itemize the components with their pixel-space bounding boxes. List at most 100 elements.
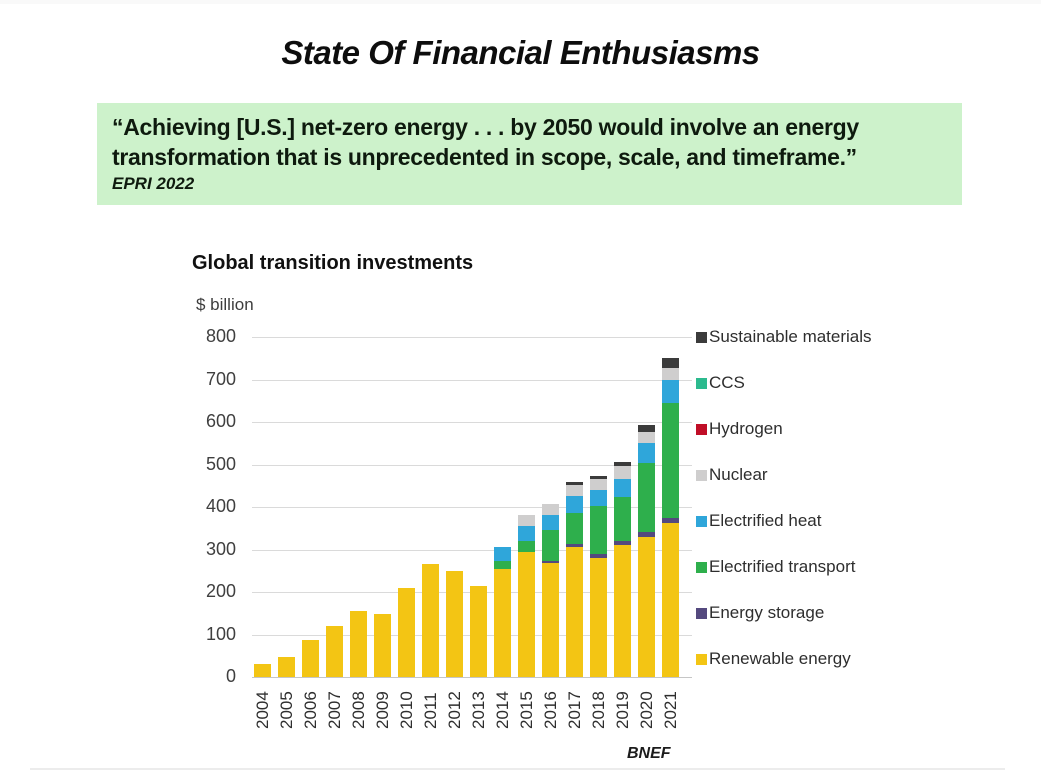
x-tick-2021: 2021 bbox=[660, 691, 680, 729]
top-strip bbox=[0, 0, 1041, 4]
bar-segment-electrified-heat bbox=[517, 526, 535, 541]
bar-segment-nuclear bbox=[517, 515, 535, 527]
bar-segment-renewable-energy bbox=[397, 587, 415, 677]
page-title: State Of Financial Enthusiasms bbox=[281, 34, 760, 71]
bar-segment-nuclear bbox=[661, 368, 679, 380]
bar-2008 bbox=[349, 337, 367, 677]
y-tick-800: 800 bbox=[205, 326, 236, 346]
bar-segment-energy-storage bbox=[589, 553, 607, 558]
bar-segment-nuclear bbox=[613, 466, 631, 480]
legend-swatch-icon bbox=[696, 653, 707, 665]
quote-text: “Achieving [U.S.] net-zero energy . . . … bbox=[112, 114, 859, 170]
bar-segment-electrified-transport bbox=[493, 560, 511, 569]
bar-segment-renewable-energy bbox=[517, 552, 535, 677]
bar-2005 bbox=[277, 337, 295, 677]
bar-2016 bbox=[541, 337, 559, 677]
bar-segment-electrified-heat bbox=[493, 546, 511, 561]
bar-segment-renewable-energy bbox=[421, 563, 439, 677]
legend-label: Hydrogen bbox=[709, 419, 783, 438]
x-tick-2013: 2013 bbox=[468, 691, 488, 729]
bar-2020 bbox=[637, 337, 655, 677]
bar-segment-electrified-transport bbox=[613, 496, 631, 542]
bar-segment-electrified-transport bbox=[661, 403, 679, 519]
bar-segment-renewable-energy bbox=[637, 536, 655, 677]
bar-segment-renewable-energy bbox=[565, 547, 583, 677]
x-tick-2005: 2005 bbox=[276, 691, 296, 729]
bar-segment-electrified-transport bbox=[565, 513, 583, 544]
x-tick-2016: 2016 bbox=[540, 691, 560, 729]
bar-segment-electrified-heat bbox=[661, 379, 679, 404]
bar-segment-electrified-heat bbox=[613, 479, 631, 497]
legend-swatch-icon bbox=[696, 469, 707, 481]
quote-box: “Achieving [U.S.] net-zero energy . . . … bbox=[97, 103, 962, 205]
bar-2012 bbox=[445, 337, 463, 677]
chart-source: BNEF bbox=[627, 745, 671, 762]
x-tick-2017: 2017 bbox=[564, 691, 584, 729]
x-tick-2014: 2014 bbox=[492, 691, 512, 729]
bar-segment-electrified-heat bbox=[565, 495, 583, 514]
x-tick-2015: 2015 bbox=[516, 691, 536, 729]
bar-segment-nuclear bbox=[589, 478, 607, 491]
bar-2019 bbox=[613, 337, 631, 677]
bar-segment-sustainable-materials bbox=[565, 481, 583, 485]
legend-swatch-icon bbox=[696, 607, 707, 619]
bar-2017 bbox=[565, 337, 583, 677]
bar-segment-electrified-heat bbox=[637, 443, 655, 463]
bar-2007 bbox=[325, 337, 343, 677]
legend-label: Electrified transport bbox=[709, 557, 856, 576]
bar-segment-nuclear bbox=[637, 431, 655, 444]
bar-segment-nuclear bbox=[541, 504, 559, 516]
y-tick-500: 500 bbox=[205, 453, 236, 474]
x-tick-2012: 2012 bbox=[444, 691, 464, 729]
y-tick-200: 200 bbox=[205, 581, 236, 601]
chart-title: Global transition investments bbox=[192, 252, 474, 274]
bar-segment-energy-storage bbox=[637, 531, 655, 537]
bar-2015 bbox=[517, 337, 535, 677]
bar-2014 bbox=[493, 337, 511, 677]
legend-label: Electrified heat bbox=[709, 511, 822, 530]
bar-segment-electrified-transport bbox=[541, 529, 559, 561]
bar-segment-renewable-energy bbox=[253, 664, 271, 677]
legend-item-renewable-energy: Renewable energy bbox=[696, 649, 872, 668]
legend-item-sustainable-materials: Sustainable materials bbox=[696, 327, 872, 346]
y-tick-600: 600 bbox=[205, 411, 236, 431]
x-tick-2018: 2018 bbox=[588, 691, 608, 729]
legend-item-ccs: CCS bbox=[696, 373, 872, 392]
y-tick-0: 0 bbox=[225, 666, 236, 686]
gridline-700 bbox=[252, 379, 692, 381]
y-axis-unit-label: $ billion bbox=[196, 295, 254, 314]
legend-label: Energy storage bbox=[709, 603, 825, 622]
legend-swatch-icon bbox=[696, 331, 707, 343]
bar-segment-energy-storage bbox=[661, 518, 679, 524]
y-tick-100: 100 bbox=[205, 623, 236, 644]
y-tick-300: 300 bbox=[205, 538, 236, 559]
gridline-300 bbox=[252, 549, 692, 551]
x-tick-2011: 2011 bbox=[420, 692, 440, 729]
legend-swatch-icon bbox=[696, 377, 707, 389]
bar-segment-electrified-heat bbox=[541, 515, 559, 530]
gridline-400 bbox=[252, 507, 692, 508]
x-tick-2007: 2007 bbox=[324, 691, 344, 729]
quote-attribution: EPRI 2022 bbox=[112, 174, 195, 193]
bar-segment-nuclear bbox=[565, 484, 583, 496]
legend-swatch-icon bbox=[696, 515, 707, 527]
bar-segment-renewable-energy bbox=[589, 558, 607, 677]
y-tick-700: 700 bbox=[205, 368, 236, 389]
legend-swatch-icon bbox=[696, 561, 707, 573]
x-tick-2006: 2006 bbox=[300, 691, 320, 729]
bar-segment-renewable-energy bbox=[301, 640, 319, 677]
bar-segment-sustainable-materials bbox=[589, 475, 607, 479]
y-tick-400: 400 bbox=[205, 496, 236, 516]
bar-segment-energy-storage bbox=[541, 560, 559, 564]
bar-segment-electrified-transport bbox=[589, 506, 607, 554]
bar-segment-electrified-transport bbox=[637, 462, 655, 532]
bar-segment-renewable-energy bbox=[541, 563, 559, 677]
x-tick-2009: 2009 bbox=[372, 691, 392, 729]
legend-label: Sustainable materials bbox=[709, 327, 872, 346]
x-tick-2010: 2010 bbox=[396, 691, 416, 729]
legend-item-nuclear: Nuclear bbox=[696, 465, 872, 484]
bar-2009 bbox=[373, 337, 391, 677]
x-tick-2004: 2004 bbox=[252, 691, 272, 729]
bar-2006 bbox=[301, 337, 319, 677]
